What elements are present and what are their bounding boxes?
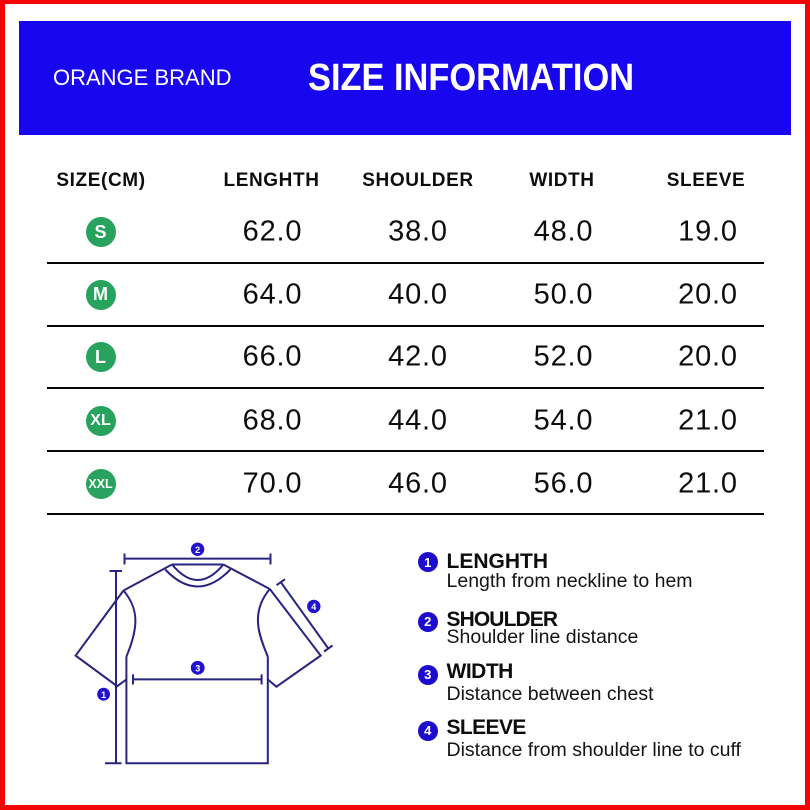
- svg-text:2: 2: [195, 545, 200, 555]
- svg-text:1: 1: [101, 690, 106, 700]
- svg-text:3: 3: [195, 663, 200, 673]
- svg-text:4: 4: [311, 602, 316, 612]
